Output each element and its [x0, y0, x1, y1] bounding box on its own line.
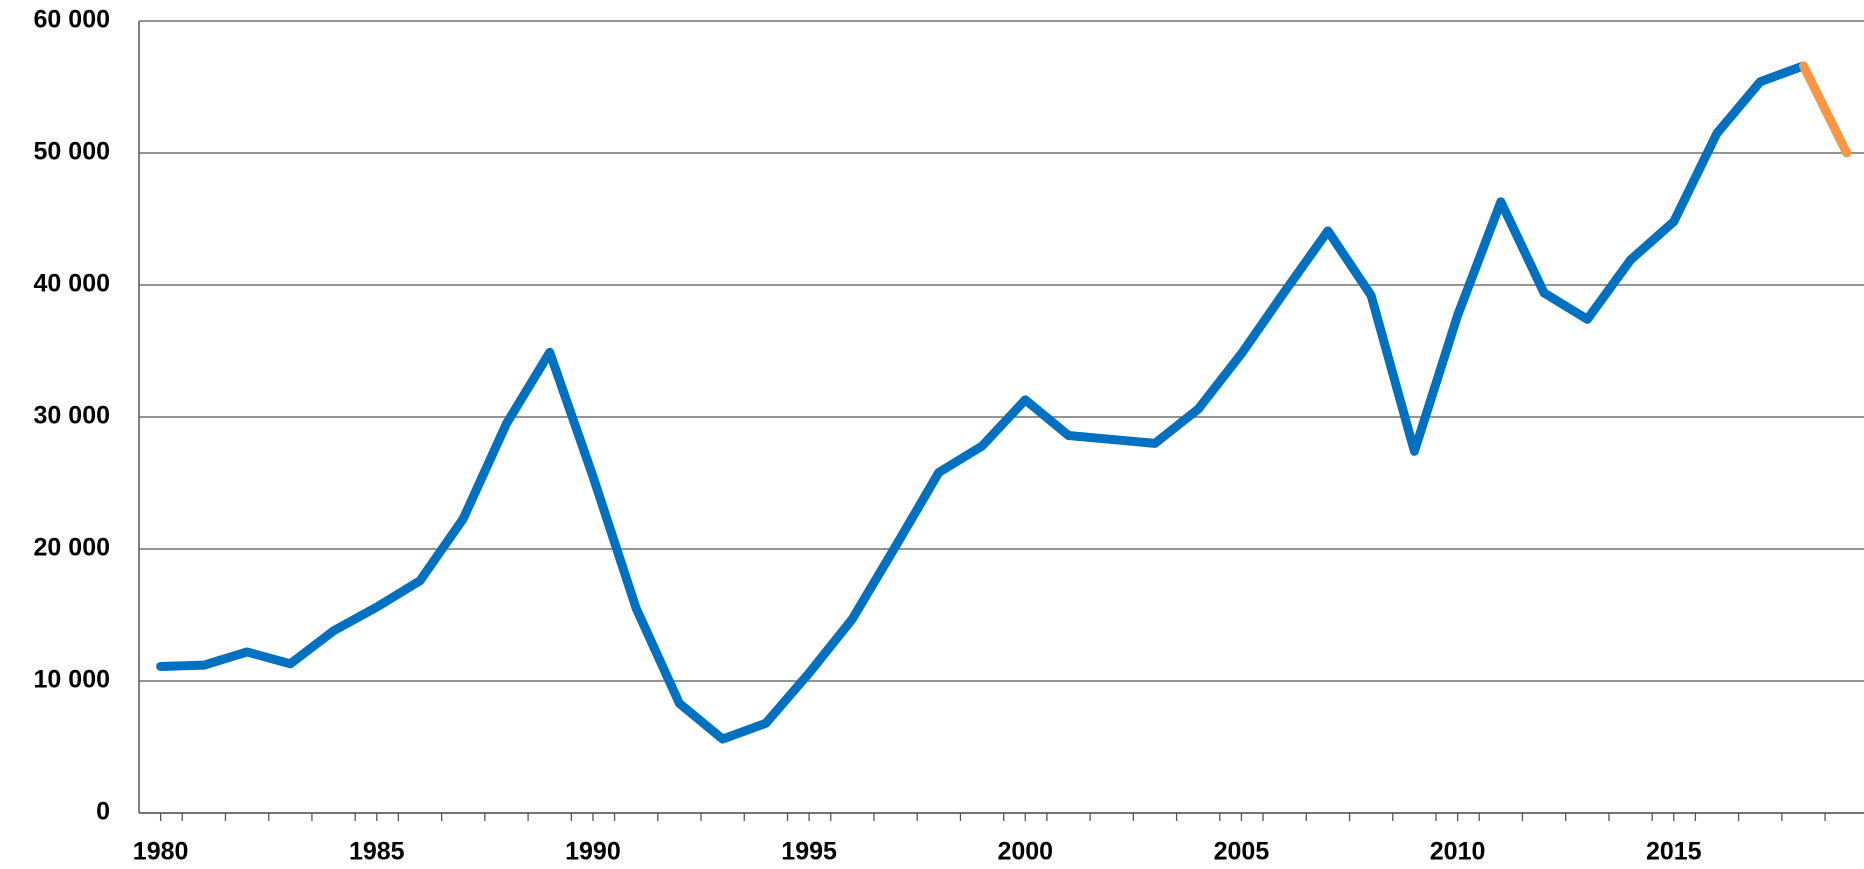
x-tick-label: 2015	[1646, 838, 1702, 866]
y-tick-label: 30 000	[34, 402, 110, 430]
series-line	[156, 61, 1808, 744]
series-line	[1798, 61, 1852, 158]
y-tick-label: 20 000	[34, 534, 110, 562]
y-tick-label: 50 000	[34, 138, 110, 166]
y-tick-label: 10 000	[34, 666, 110, 694]
x-tick-label: 2005	[1214, 838, 1270, 866]
y-tick-label: 0	[96, 798, 110, 826]
x-tick-label: 2000	[997, 838, 1053, 866]
x-tick-label: 1990	[565, 838, 621, 866]
x-tick-label: 1985	[349, 838, 405, 866]
y-tick-label: 60 000	[34, 6, 110, 34]
x-tick-label: 1980	[133, 838, 189, 866]
y-tick-label: 40 000	[34, 270, 110, 298]
x-tick-label: 1995	[781, 838, 837, 866]
x-tick-label: 2010	[1430, 838, 1486, 866]
